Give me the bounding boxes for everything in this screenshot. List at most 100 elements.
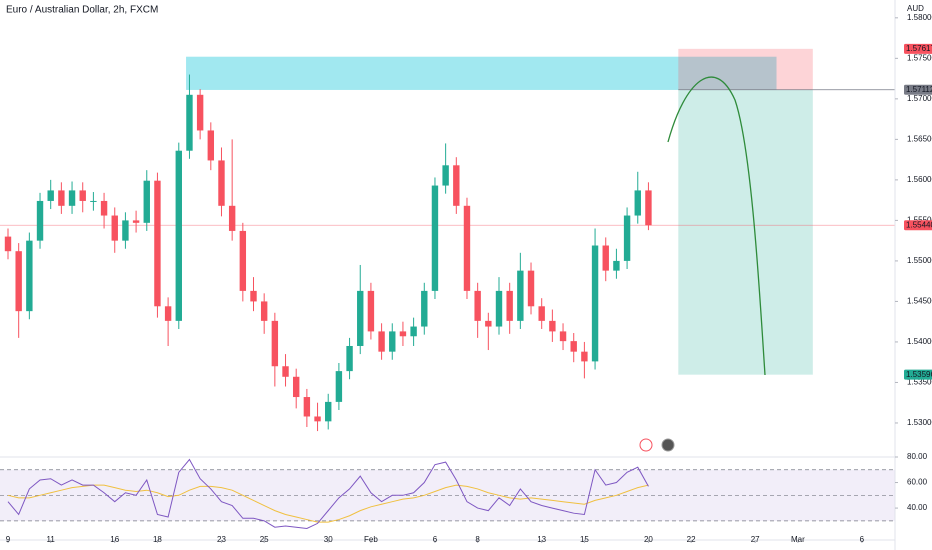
y-tick-label: 1.58000 [907, 13, 932, 22]
logo-icon[interactable] [661, 438, 675, 452]
x-tick-label: 20 [644, 535, 653, 544]
y-tick-label: 1.57500 [907, 53, 932, 62]
candle-body [410, 326, 417, 337]
x-tick-label: 8 [475, 535, 480, 544]
candle-body [239, 230, 247, 291]
currency: AUD [907, 4, 924, 13]
candle-body [453, 165, 460, 206]
y-tick-label: 1.55500 [907, 216, 932, 225]
candle-body [303, 397, 311, 417]
rsi-tick-label: 60.00 [907, 478, 928, 487]
x-tick-label: 18 [153, 535, 162, 544]
candle-body [559, 331, 567, 342]
candle-body [421, 290, 428, 327]
y-tick-label: 1.57000 [907, 94, 932, 103]
candle-body [228, 205, 236, 231]
x-tick-label: Feb [364, 535, 378, 544]
candle-body [218, 160, 225, 206]
candle-body [196, 94, 204, 131]
candle-body [100, 200, 108, 216]
x-tick-label: 11 [47, 535, 56, 544]
chart-title: Euro / Australian Dollar, 2h, FXCM [6, 5, 158, 16]
candle-body [314, 416, 321, 422]
candle-body [90, 200, 97, 202]
x-tick-label: 27 [751, 535, 760, 544]
candle-body [613, 260, 620, 271]
candle-body [527, 270, 535, 307]
candle-body [549, 320, 556, 332]
candle-body [122, 220, 129, 241]
candle-body [186, 94, 193, 151]
target-label: 1.53596 [906, 370, 932, 379]
last-price-label: 1.55440 [906, 220, 932, 229]
stop-label: 1.57617 [906, 44, 932, 53]
candle-body [207, 130, 215, 161]
candle-body [164, 306, 172, 321]
stop-tag [904, 43, 932, 54]
x-tick-label: 6 [433, 535, 438, 544]
rsi-ma-line [7, 484, 649, 523]
x-tick-label: 9 [6, 535, 11, 544]
y-tick-label: 1.55000 [907, 256, 932, 265]
candle-body [335, 371, 343, 402]
x-tick-label: 22 [687, 535, 696, 544]
candle-body [282, 366, 289, 377]
candle-body [79, 190, 86, 201]
x-tick-label: 6 [860, 535, 865, 544]
candle-body [58, 190, 65, 206]
x-tick-label: 25 [260, 535, 269, 544]
x-tick-label: 16 [110, 535, 119, 544]
candle-body [623, 215, 631, 261]
candle-body [132, 220, 140, 223]
x-tick-label: 15 [580, 535, 589, 544]
candle-body [591, 245, 599, 362]
rsi-pane [0, 458, 895, 530]
supply-zone [186, 56, 777, 90]
candle-body [154, 180, 161, 307]
rsi-tick-label: 80.00 [907, 452, 928, 461]
candle-body [250, 290, 257, 302]
y-tick-label: 1.56500 [907, 134, 932, 143]
candle-body [442, 165, 449, 186]
y-tick-label: 1.53000 [907, 418, 932, 427]
x-tick-label: 30 [324, 535, 333, 544]
y-tick-label: 1.54500 [907, 297, 932, 306]
candle-body [474, 290, 481, 321]
candle-body [645, 190, 652, 226]
forecast-curve [667, 76, 766, 376]
event-icon[interactable] [639, 438, 653, 452]
candle-body [485, 320, 492, 327]
candle-body [15, 251, 22, 312]
candle-body [143, 180, 150, 223]
entry-tag [904, 84, 932, 95]
candle-body [378, 331, 385, 352]
candle-body [271, 320, 279, 367]
x-tick-label: 23 [217, 535, 226, 544]
candle-body [399, 331, 407, 337]
price-pane [0, 48, 895, 432]
y-tick-label: 1.53500 [907, 378, 932, 387]
candle-body [581, 351, 588, 362]
candle-body [538, 306, 545, 321]
candle-body [431, 185, 439, 291]
stop-zone [678, 48, 813, 90]
candle-body [357, 290, 364, 346]
candle-body [4, 236, 12, 252]
entry-label: 1.57112 [906, 85, 932, 94]
candle-body [325, 401, 332, 422]
candle-body [463, 205, 471, 291]
candle-body [570, 341, 577, 352]
candle-body [292, 376, 300, 398]
candle-body [36, 200, 44, 241]
x-tick-label: 13 [537, 535, 546, 544]
candle-body [47, 190, 54, 201]
rsi-tick-label: 40.00 [907, 503, 928, 512]
x-tick-label: Mar [791, 535, 805, 544]
target-tag [904, 369, 932, 380]
candle-body [506, 290, 513, 321]
candle-body [68, 190, 76, 206]
candle-body [389, 331, 396, 352]
rsi-line [7, 458, 649, 530]
